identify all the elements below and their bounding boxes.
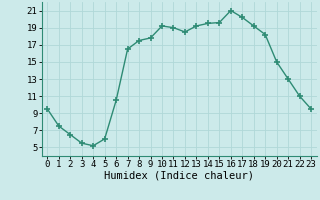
X-axis label: Humidex (Indice chaleur): Humidex (Indice chaleur) [104, 171, 254, 181]
